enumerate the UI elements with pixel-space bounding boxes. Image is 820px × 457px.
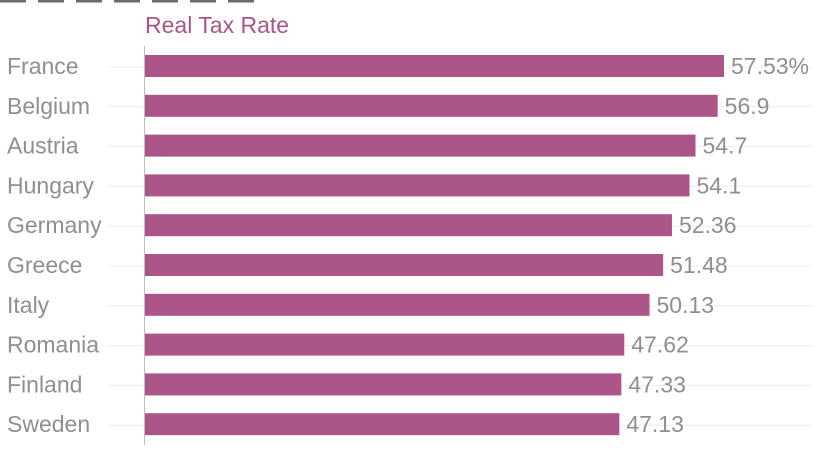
value-label: 47.13	[626, 411, 684, 437]
category-label: France	[7, 53, 79, 79]
value-label: 54.1	[696, 172, 741, 198]
category-label: Belgium	[7, 93, 90, 119]
bars	[145, 55, 724, 436]
category-label: Italy	[7, 292, 50, 318]
category-label: Germany	[7, 212, 102, 238]
bar	[145, 174, 690, 197]
bar	[145, 134, 696, 157]
value-label: 47.62	[631, 332, 689, 358]
category-label: Finland	[7, 371, 82, 397]
value-label: 50.13	[657, 292, 715, 318]
bar	[145, 293, 650, 316]
value-label: 52.36	[679, 212, 737, 238]
category-labels: France Belgium Austria Hungary Germany Greece…	[7, 53, 102, 437]
bar	[145, 373, 622, 396]
value-label: 56.9	[725, 93, 770, 119]
series-label: Real Tax Rate	[145, 12, 289, 38]
bar	[145, 214, 672, 237]
value-label: 47.33	[628, 371, 686, 397]
category-label: Sweden	[7, 411, 90, 437]
category-label: Greece	[7, 252, 82, 278]
category-label: Romania	[7, 332, 99, 358]
value-label: 57.53%	[731, 53, 809, 79]
bar	[145, 254, 664, 276]
gridlines	[108, 66, 812, 426]
value-labels: 57.53% 56.9 54.7 54.1 52.36 51.48 50.13 47.62 47…	[626, 53, 809, 437]
category-label: Hungary	[7, 172, 94, 198]
bar	[145, 413, 620, 436]
value-label: 54.7	[703, 133, 748, 159]
value-label: 51.48	[670, 252, 728, 278]
bar	[145, 94, 718, 117]
bar	[145, 55, 724, 77]
category-label: Austria	[7, 133, 79, 159]
bar	[145, 333, 625, 356]
